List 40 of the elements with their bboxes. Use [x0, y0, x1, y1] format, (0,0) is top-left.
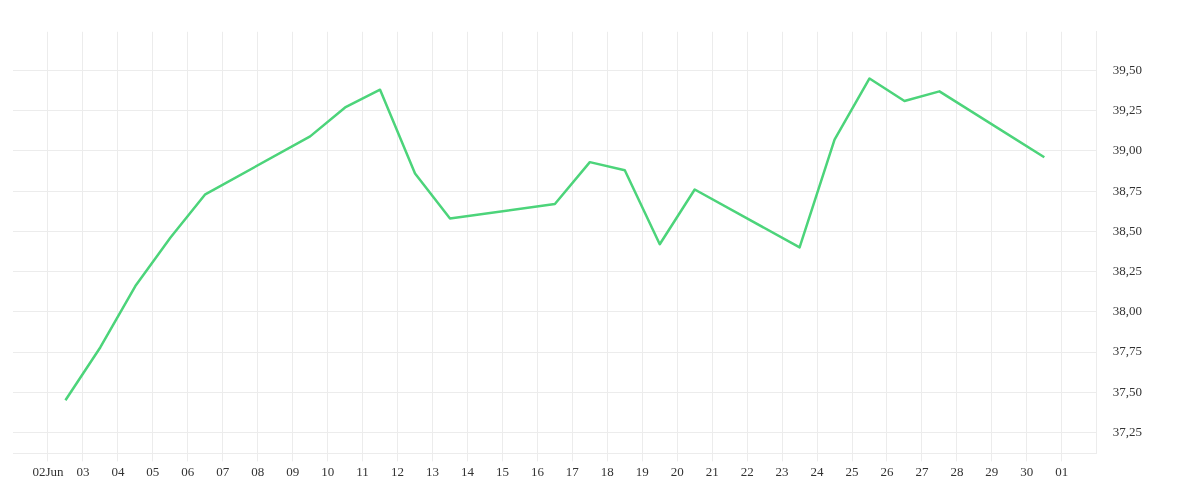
x-tick-label: 20 [670, 463, 684, 479]
x-tick-label: 19 [635, 463, 649, 479]
y-tick-label: 38,50 [1112, 222, 1142, 238]
x-tick-label: 24 [810, 463, 825, 479]
y-tick-label: 39,00 [1112, 142, 1142, 158]
x-tick-label: 02Jun [32, 463, 64, 479]
y-tick-label: 39,50 [1112, 61, 1142, 77]
x-tick-label: 06 [181, 463, 195, 479]
x-tick-label: 07 [216, 463, 230, 479]
x-tick-label: 05 [146, 463, 160, 479]
x-tick-label: 15 [495, 463, 509, 479]
x-tick-label: 12 [391, 463, 405, 479]
x-tick-label: 09 [286, 463, 300, 479]
x-tick-label: 22 [740, 463, 754, 479]
x-tick-label: 17 [565, 463, 580, 479]
x-tick-label: 10 [321, 463, 335, 479]
x-tick-label: 16 [530, 463, 545, 479]
y-tick-label: 37,50 [1112, 383, 1142, 399]
x-tick-label: 03 [76, 463, 90, 479]
x-tick-label: 21 [705, 463, 719, 479]
y-tick-label: 38,75 [1112, 182, 1142, 198]
x-tick-label: 01 [1055, 463, 1069, 479]
y-tick-label: 39,25 [1112, 102, 1142, 118]
y-tick-label: 37,75 [1112, 343, 1142, 359]
x-tick-label: 08 [251, 463, 265, 479]
x-tick-label: 28 [950, 463, 964, 479]
x-tick-label: 30 [1020, 463, 1034, 479]
x-tick-label: 23 [775, 463, 789, 479]
x-tick-label: 13 [426, 463, 440, 479]
x-tick-label: 26 [880, 463, 894, 479]
y-tick-label: 38,00 [1112, 303, 1142, 319]
x-tick-label: 27 [915, 463, 929, 479]
x-tick-label: 29 [985, 463, 999, 479]
y-tick-label: 37,25 [1112, 423, 1142, 439]
x-tick-label: 25 [845, 463, 859, 479]
x-tick-label: 11 [356, 463, 369, 479]
x-tick-label: 18 [600, 463, 614, 479]
y-tick-label: 38,25 [1112, 262, 1142, 278]
x-tick-label: 04 [111, 463, 125, 479]
x-tick-label: 14 [460, 463, 475, 479]
